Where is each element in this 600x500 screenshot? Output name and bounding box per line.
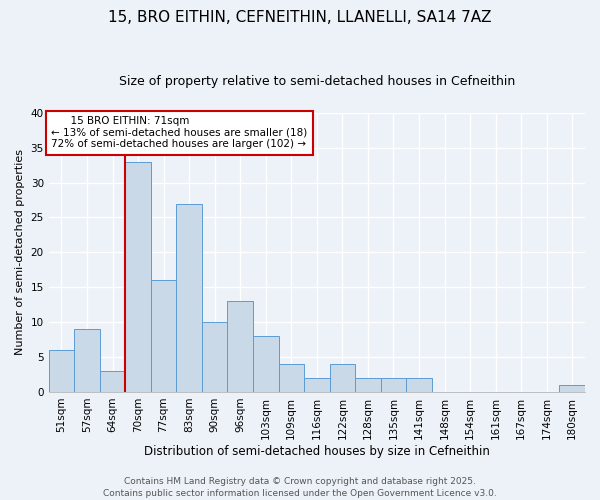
Bar [559,385,585,392]
Bar [304,378,329,392]
Text: 15 BRO EITHIN: 71sqm
← 13% of semi-detached houses are smaller (18)
72% of semi-: 15 BRO EITHIN: 71sqm ← 13% of semi-detac… [51,116,307,150]
Text: 15, BRO EITHIN, CEFNEITHIN, LLANELLI, SA14 7AZ: 15, BRO EITHIN, CEFNEITHIN, LLANELLI, SA… [108,10,492,25]
Bar [49,350,74,392]
X-axis label: Distribution of semi-detached houses by size in Cefneithin: Distribution of semi-detached houses by … [144,444,490,458]
Bar [125,162,151,392]
Title: Size of property relative to semi-detached houses in Cefneithin: Size of property relative to semi-detach… [119,75,515,88]
Bar [151,280,176,392]
Text: Contains HM Land Registry data © Crown copyright and database right 2025.
Contai: Contains HM Land Registry data © Crown c… [103,476,497,498]
Bar [278,364,304,392]
Bar [176,204,202,392]
Bar [380,378,406,392]
Bar [406,378,432,392]
Bar [329,364,355,392]
Bar [100,371,125,392]
Y-axis label: Number of semi-detached properties: Number of semi-detached properties [15,150,25,356]
Bar [202,322,227,392]
Bar [227,301,253,392]
Bar [355,378,380,392]
Bar [253,336,278,392]
Bar [74,329,100,392]
